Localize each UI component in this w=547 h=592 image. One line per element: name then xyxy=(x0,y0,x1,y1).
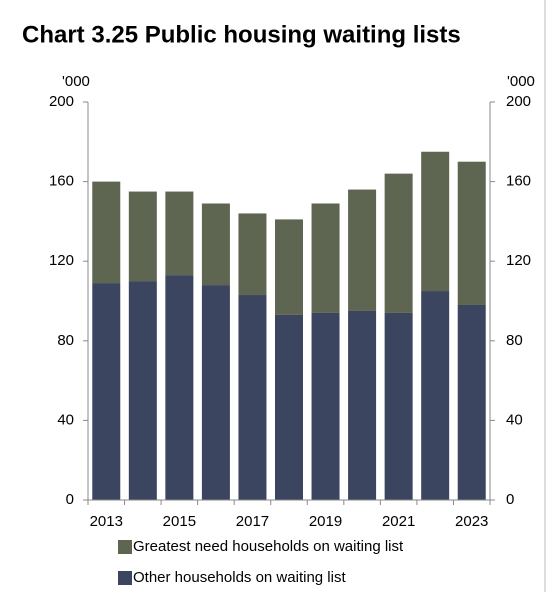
bar-segment xyxy=(238,213,267,296)
bar-segment xyxy=(165,275,194,500)
bar-segment xyxy=(238,295,267,500)
y2-tick-label: 160 xyxy=(506,173,531,190)
legend-swatch xyxy=(118,571,132,585)
legend-swatch xyxy=(118,540,132,554)
bar-segment xyxy=(275,314,303,500)
bar-segment xyxy=(92,181,121,284)
x-tick-label: 2015 xyxy=(163,513,196,530)
y-tick-label: 160 xyxy=(49,173,74,190)
bar-segment xyxy=(311,203,340,313)
bar-segment xyxy=(421,151,450,292)
bar-segment xyxy=(275,219,303,315)
y2-tick-label: 0 xyxy=(506,491,514,508)
bar-segment xyxy=(384,173,413,313)
bar-segment xyxy=(128,191,157,282)
bar-segment xyxy=(201,203,230,286)
y-axis-unit: '000 xyxy=(62,73,90,90)
x-tick-label: 2021 xyxy=(382,513,415,530)
bar-segment xyxy=(311,312,340,500)
x-tick-label: 2017 xyxy=(236,513,269,530)
y2-tick-label: 80 xyxy=(506,332,523,349)
bar-segment xyxy=(384,312,413,500)
bar-segment xyxy=(165,191,194,276)
y2-tick-label: 200 xyxy=(506,93,531,110)
x-tick-label: 2019 xyxy=(309,513,342,530)
legend-label: Greatest need households on waiting list xyxy=(133,538,404,555)
y-tick-label: 40 xyxy=(57,411,74,428)
x-tick-label: 2013 xyxy=(90,513,123,530)
y-tick-label: 80 xyxy=(57,332,74,349)
y2-tick-label: 120 xyxy=(506,252,531,269)
y-tick-label: 120 xyxy=(49,252,74,269)
bar-segment xyxy=(201,285,230,500)
y-tick-label: 0 xyxy=(66,491,74,508)
y2-tick-label: 40 xyxy=(506,411,523,428)
y2-axis-unit: '000 xyxy=(507,73,535,90)
bar-segment xyxy=(457,161,486,305)
bar-segment xyxy=(128,281,157,500)
legend-label: Other households on waiting list xyxy=(133,569,346,586)
bar-segment xyxy=(421,291,450,500)
bar-segment xyxy=(348,189,377,311)
y-tick-label: 200 xyxy=(49,93,74,110)
bar-segment xyxy=(92,283,121,500)
bar-segment xyxy=(457,304,486,500)
x-tick-label: 2023 xyxy=(455,513,488,530)
bar-segment xyxy=(348,310,377,500)
chart-title: Chart 3.25 Public housing waiting lists xyxy=(22,21,461,48)
